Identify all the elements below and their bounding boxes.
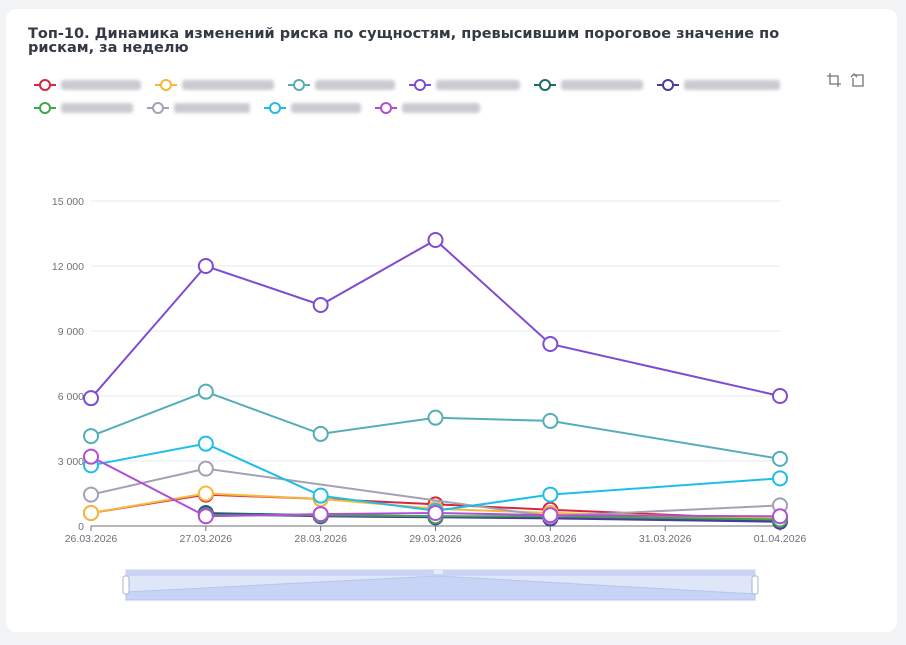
data-point[interactable] (312, 425, 329, 442)
legend-marker-icon (34, 101, 56, 114)
x-tick-label: 31.03.2026 (639, 533, 692, 545)
data-point[interactable] (312, 297, 329, 313)
x-tick-label: 01.04.2026 (754, 533, 807, 545)
legend-marker-icon (288, 78, 310, 91)
chart-legend (34, 77, 794, 115)
legend-item[interactable] (375, 100, 480, 115)
legend-item[interactable] (147, 100, 250, 115)
legend-marker-icon (409, 78, 431, 91)
data-point[interactable] (197, 485, 214, 502)
legend-label-redacted (561, 79, 643, 90)
y-tick-label: 6 000 (58, 391, 84, 403)
legend-label-redacted (291, 102, 361, 113)
x-tick-label: 29.03.2026 (409, 533, 462, 545)
legend-marker-icon (375, 101, 397, 114)
legend-label-redacted (61, 102, 133, 113)
data-point[interactable] (197, 508, 214, 525)
data-point[interactable] (772, 508, 788, 525)
data-point[interactable] (83, 486, 99, 503)
series (83, 232, 788, 530)
data-point[interactable] (542, 336, 559, 352)
legend-item[interactable] (288, 77, 395, 92)
series-line (90, 238, 781, 399)
zoom-reset-icon[interactable] (850, 72, 866, 88)
legend-marker-icon (264, 101, 286, 114)
data-point[interactable] (312, 506, 329, 523)
data-point[interactable] (83, 505, 99, 521)
series-10 (83, 448, 788, 525)
data-point[interactable] (772, 388, 788, 404)
data-point[interactable] (197, 258, 214, 274)
zoom-slider-preview (125, 575, 756, 601)
series-line (90, 390, 781, 460)
zoom-slider-move-grip[interactable] (434, 570, 443, 574)
series-line (90, 467, 781, 518)
legend-item[interactable] (409, 77, 520, 92)
series-line (90, 455, 781, 518)
data-point[interactable] (197, 460, 214, 477)
y-tick-label: 12 000 (52, 261, 84, 273)
data-point[interactable] (83, 428, 99, 445)
legend-marker-icon (147, 101, 169, 114)
legend-item[interactable] (264, 100, 361, 115)
data-point[interactable] (427, 505, 444, 521)
legend-item[interactable] (657, 77, 780, 92)
legend-item[interactable] (34, 100, 133, 115)
legend-marker-icon (34, 78, 56, 91)
legend-marker-icon (155, 78, 177, 91)
legend-marker-icon (657, 78, 679, 91)
y-tick-label: 9 000 (58, 326, 84, 338)
legend-label-redacted (315, 79, 395, 90)
data-point[interactable] (197, 435, 214, 452)
axes: 0 3 000 6 000 9 000 12 000 15 000 26.03.2026 27… (52, 196, 807, 545)
legend-item[interactable] (34, 77, 141, 92)
y-tick-label: 15 000 (52, 196, 84, 208)
legend-label-redacted (61, 79, 141, 90)
x-tick-label: 30.03.2026 (524, 533, 577, 545)
x-tick-label: 28.03.2026 (294, 533, 347, 545)
data-point[interactable] (312, 487, 329, 504)
data-point[interactable] (197, 383, 214, 400)
data-point[interactable] (772, 470, 788, 487)
data-point[interactable] (83, 390, 99, 407)
zoom-slider-handle-right[interactable] (751, 575, 759, 595)
y-tick-label: 0 (78, 521, 84, 533)
data-point[interactable] (542, 507, 559, 524)
series-3 (83, 383, 788, 467)
data-point[interactable] (427, 409, 444, 426)
data-point[interactable] (83, 448, 99, 465)
chart-title: Топ-10. Динамика изменений риска по сущн… (28, 26, 780, 56)
data-point[interactable] (772, 450, 788, 467)
chart-card (6, 9, 897, 632)
series-line (90, 442, 781, 512)
data-point[interactable] (427, 232, 444, 248)
legend-item[interactable] (155, 77, 274, 92)
data-point[interactable] (542, 412, 559, 429)
legend-marker-icon (534, 78, 556, 91)
chart-toolbox (826, 72, 866, 88)
zoom-slider-handle-left[interactable] (122, 575, 130, 595)
x-tick-label: 26.03.2026 (65, 533, 118, 545)
legend-label-redacted (684, 79, 780, 90)
legend-label-redacted (174, 102, 250, 113)
y-tick-label: 3 000 (58, 456, 84, 468)
data-point[interactable] (542, 486, 559, 503)
crop-zoom-icon[interactable] (826, 72, 842, 88)
legend-label-redacted (182, 79, 274, 90)
data-zoom-slider[interactable] (122, 569, 759, 601)
legend-label-redacted (436, 79, 520, 90)
x-tick-label: 27.03.2026 (180, 533, 233, 545)
legend-label-redacted (402, 102, 480, 113)
legend-item[interactable] (534, 77, 643, 92)
series-4 (83, 232, 788, 407)
